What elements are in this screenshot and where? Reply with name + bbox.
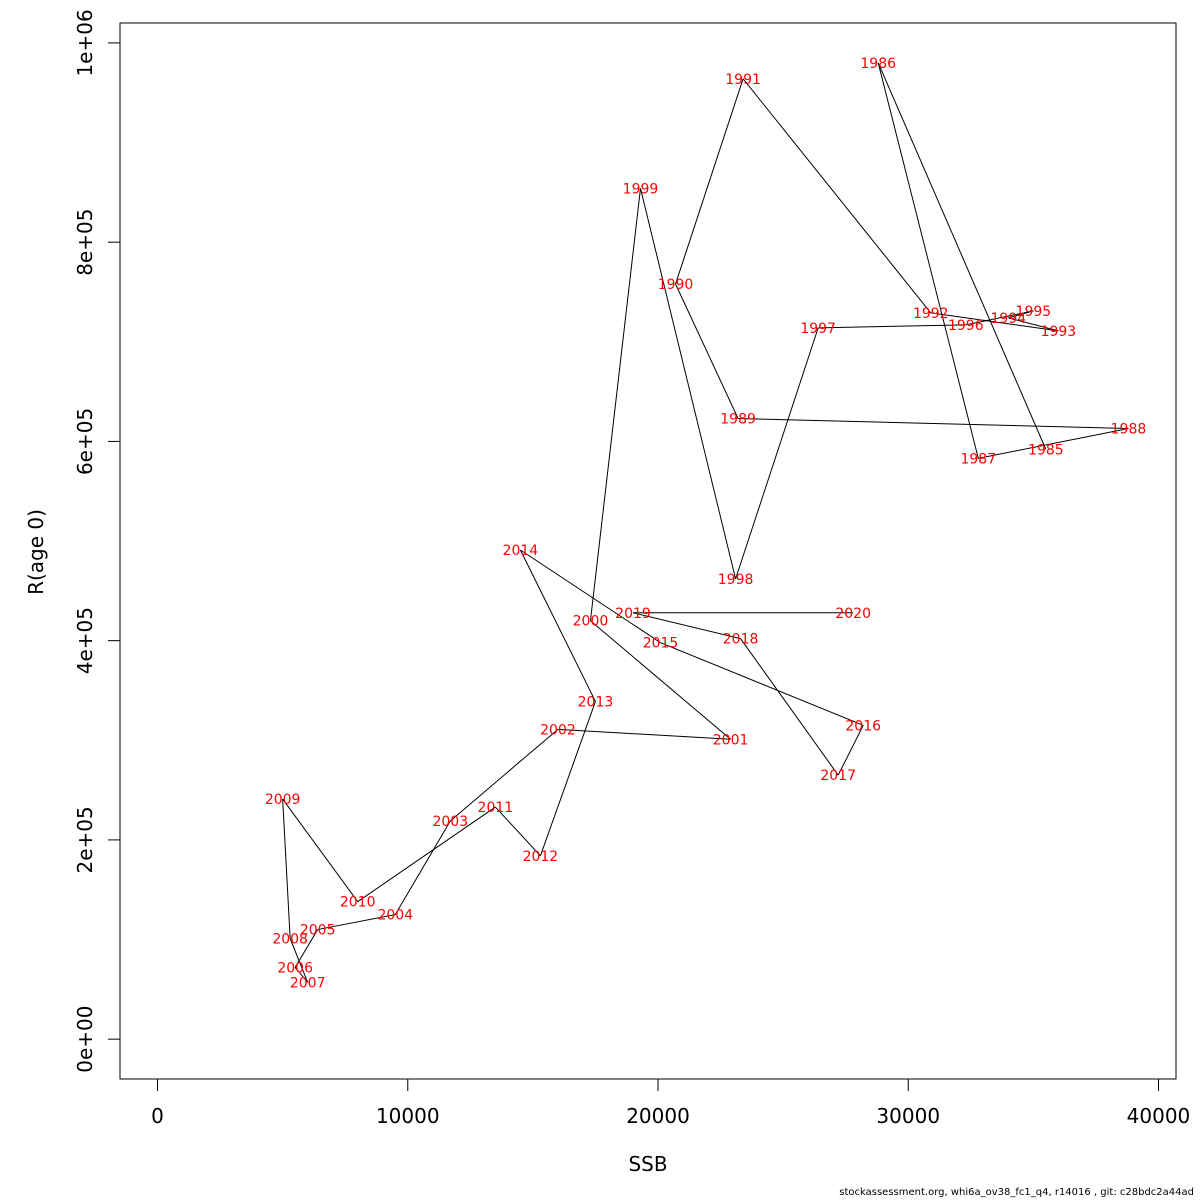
series-segment <box>282 798 359 902</box>
x-tick-label: 40000 <box>1127 1104 1191 1128</box>
point-label-2018: 2018 <box>723 632 759 648</box>
point-label-2007: 2007 <box>290 975 326 991</box>
series-segment <box>289 938 309 983</box>
point-label-2013: 2013 <box>578 694 614 710</box>
point-label-1996: 1996 <box>948 318 984 334</box>
series-segment <box>818 324 966 329</box>
point-label-1998: 1998 <box>718 572 754 588</box>
point-label-1989: 1989 <box>720 412 756 428</box>
series-segment <box>632 612 741 640</box>
series-segment <box>740 638 839 776</box>
point-label-2003: 2003 <box>432 814 468 830</box>
point-label-2019: 2019 <box>615 606 651 622</box>
series-segment <box>965 310 1034 326</box>
y-tick-label: 1e+06 <box>73 9 97 76</box>
point-label-2010: 2010 <box>340 895 376 911</box>
point-label-2020: 2020 <box>835 606 871 622</box>
y-tick-label: 4e+05 <box>73 607 97 674</box>
point-label-2017: 2017 <box>820 768 856 784</box>
series-segment <box>660 642 864 726</box>
point-label-2008: 2008 <box>272 932 308 948</box>
series-segment <box>589 188 641 621</box>
y-tick-label: 8e+05 <box>73 209 97 276</box>
point-label-1995: 1995 <box>1016 304 1052 320</box>
series-segment <box>394 820 451 915</box>
series-lines <box>282 62 1129 983</box>
series-segment <box>590 620 731 740</box>
series-segment <box>357 806 496 903</box>
point-label-2012: 2012 <box>523 849 559 865</box>
point-label-2000: 2000 <box>573 614 609 630</box>
series-segment <box>742 78 932 314</box>
series-segment <box>520 549 661 644</box>
point-label-2006: 2006 <box>277 960 313 976</box>
series-segment <box>640 188 737 580</box>
footer-caption: stockassessment.org, whi6a_ov38_fc1_q4, … <box>839 1187 1194 1198</box>
point-label-2002: 2002 <box>540 722 576 738</box>
y-axis: 0e+00 2e+05 4e+05 6e+05 8e+05 1e+06 <box>73 9 121 1073</box>
series-segment <box>738 418 1129 429</box>
series-segment <box>519 549 596 702</box>
y-axis-title: R(age 0) <box>24 509 48 595</box>
series-segment <box>735 327 819 580</box>
series-segment <box>539 701 596 857</box>
point-label-1988: 1988 <box>1111 421 1147 437</box>
x-axis: 0 10000 20000 30000 40000 <box>151 1078 1191 1128</box>
point-label-2014: 2014 <box>503 543 539 559</box>
point-label-2015: 2015 <box>643 636 679 652</box>
x-axis-title: SSB <box>628 1152 667 1176</box>
y-tick-label: 2e+05 <box>73 806 97 873</box>
series-segment <box>282 799 291 939</box>
point-label-2004: 2004 <box>377 908 413 924</box>
series-segment <box>675 283 739 419</box>
y-tick-label: 6e+05 <box>73 408 97 475</box>
point-label-1985: 1985 <box>1028 442 1064 458</box>
point-label-1990: 1990 <box>658 277 694 293</box>
x-tick-label: 30000 <box>876 1104 940 1128</box>
point-label-1987: 1987 <box>960 451 996 467</box>
x-tick-label: 20000 <box>626 1104 690 1128</box>
point-label-1997: 1997 <box>800 321 836 337</box>
point-label-1994: 1994 <box>991 311 1027 327</box>
x-tick-label: 10000 <box>376 1104 440 1128</box>
series-segment <box>494 806 541 857</box>
series-segment <box>317 914 396 931</box>
point-label-2005: 2005 <box>300 923 336 939</box>
point-label-1993: 1993 <box>1041 324 1077 340</box>
series-segment <box>978 427 1129 459</box>
series-segment <box>837 725 864 776</box>
series-segment <box>675 78 744 285</box>
point-label-2009: 2009 <box>265 792 301 808</box>
series-segment <box>930 312 1059 332</box>
series-segment <box>877 62 1047 450</box>
series-segment <box>1008 317 1059 332</box>
point-label-1986: 1986 <box>860 56 896 72</box>
point-label-1999: 1999 <box>623 181 659 197</box>
series-segment <box>449 728 559 822</box>
point-label-1991: 1991 <box>725 72 761 88</box>
series-labels: 1985 1986 1987 1988 1989 1990 1991 1992 1993 1994… <box>265 56 1146 992</box>
point-label-2016: 2016 <box>845 718 881 734</box>
point-label-2001: 2001 <box>713 732 749 748</box>
series-segment <box>557 728 731 740</box>
x-tick-label: 0 <box>151 1104 164 1128</box>
point-label-1992: 1992 <box>913 306 949 322</box>
series-segment <box>877 62 979 459</box>
point-label-2011: 2011 <box>478 800 514 816</box>
series-segment <box>294 967 309 983</box>
y-tick-label: 0e+00 <box>73 1006 97 1073</box>
